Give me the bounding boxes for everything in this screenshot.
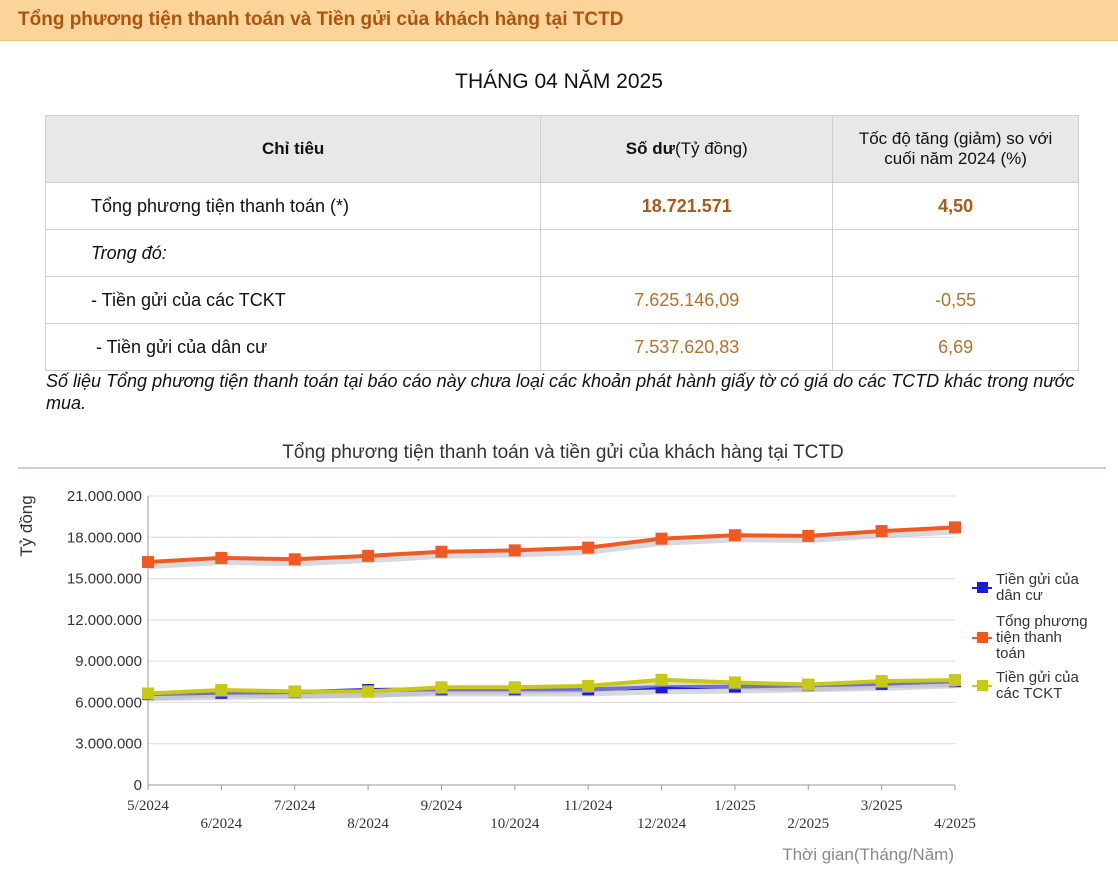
footnote: Số liệu Tổng phương tiện thanh toán tại … [46, 371, 1075, 413]
chart-title-rule [18, 467, 1106, 469]
data-point [142, 687, 154, 700]
y-axis-label: Tỷ đồng [17, 495, 36, 556]
header-indicator: Chỉ tiêu [44, 115, 542, 183]
data-point [728, 676, 741, 689]
x-tick-label: 8/2024 [347, 816, 389, 832]
row-balance: 7.625.146,09 [540, 276, 834, 324]
table-header-row: Chỉ tiêu Số dư(Tỷ đồng) Tốc độ tăng (giả… [44, 115, 1079, 183]
header-bar: Tổng phương tiện thanh toán và Tiền gửi … [0, 0, 1118, 41]
report-period: THÁNG 04 NĂM 2025 [455, 70, 663, 93]
table-row: Trong đó: [44, 229, 1079, 277]
header-growth-line1: Tốc độ tăng (giảm) so với [858, 129, 1053, 148]
data-point [582, 541, 595, 554]
row-balance: 7.537.620,83 [540, 323, 834, 371]
x-tick-label: 2/2025 [787, 816, 829, 832]
legend-label: Tổng phương tiện thanh toán [996, 613, 1088, 662]
legend-item: Tiền gửi của các TCKT [972, 670, 1092, 702]
data-point [508, 681, 521, 694]
legend-label: Tiền gửi của dân cư [996, 571, 1079, 604]
data-point [728, 529, 741, 542]
x-tick-label: 7/2024 [274, 798, 316, 814]
row-label: - Tiền gửi của các TCKT [44, 276, 542, 324]
data-point [288, 553, 301, 566]
data-point [142, 556, 154, 569]
header-balance: Số dư(Tỷ đồng) [540, 115, 834, 183]
x-tick-label: 10/2024 [490, 816, 540, 832]
header-balance-label: Số dư [625, 139, 675, 158]
header-balance-unit: (Tỷ đồng) [674, 139, 748, 158]
data-point [215, 551, 228, 564]
series-line [147, 677, 956, 696]
row-balance [540, 229, 834, 277]
row-label: - Tiền gửi của dân cư [44, 323, 542, 371]
data-point [875, 525, 888, 538]
legend-label: Tiền gửi của các TCKT [996, 669, 1079, 702]
x-tick-label: 4/2025 [934, 816, 976, 832]
series-shadow [149, 680, 958, 701]
data-point [362, 685, 375, 698]
data-point [362, 549, 375, 562]
data-point [215, 684, 228, 697]
table-row: - Tiền gửi của các TCKT 7.625.146,09 -0,… [44, 276, 1079, 324]
data-point [582, 679, 595, 692]
series-shadow [149, 528, 958, 570]
chart-legend: Tiền gửi của dân cư Tổng phương tiện than… [972, 572, 1092, 702]
x-tick-label: 1/2025 [714, 798, 756, 814]
data-point [435, 681, 448, 694]
y-tick-label: 6.000.000 [75, 694, 142, 711]
data-point [288, 685, 301, 698]
y-tick-label: 15.000.000 [67, 571, 142, 588]
x-tick-label: 3/2025 [861, 798, 903, 814]
x-tick-label: 9/2024 [421, 798, 463, 814]
summary-table: Chỉ tiêu Số dư(Tỷ đồng) Tốc độ tăng (giả… [44, 115, 1079, 371]
data-point [802, 529, 815, 542]
chart-title: Tổng phương tiện thanh toán và tiền gửi … [282, 442, 844, 463]
data-point [949, 674, 961, 687]
data-point [949, 521, 961, 534]
y-tick-label: 18.000.000 [67, 529, 142, 546]
x-tick-label: 5/2024 [127, 798, 169, 814]
row-growth: 6,69 [832, 323, 1079, 371]
x-tick-label: 6/2024 [201, 816, 243, 832]
y-tick-label: 9.000.000 [75, 653, 142, 670]
data-point [508, 544, 521, 557]
x-tick-label: 11/2024 [564, 798, 613, 814]
data-point [655, 673, 668, 686]
header-growth-line2: cuối năm 2024 (%) [884, 149, 1027, 168]
data-point [802, 678, 815, 691]
header-title: Tổng phương tiện thanh toán và Tiền gửi … [18, 9, 624, 30]
legend-swatch [977, 680, 988, 691]
table-row: - Tiền gửi của dân cư 7.537.620,83 6,69 [44, 323, 1079, 371]
x-tick-label: 12/2024 [637, 816, 687, 832]
series-line [147, 525, 956, 565]
row-balance: 18.721.571 [540, 182, 834, 230]
data-point [875, 675, 888, 688]
legend-swatch [977, 632, 988, 643]
x-axis-label: Thời gian(Tháng/Năm) [782, 845, 954, 864]
y-tick-label: 0 [134, 777, 142, 794]
header-growth: Tốc độ tăng (giảm) so với cuối năm 2024 (… [832, 115, 1079, 183]
row-label: Trong đó: [44, 229, 542, 277]
y-tick-label: 3.000.000 [75, 736, 142, 753]
row-growth: -0,55 [832, 276, 1079, 324]
data-point [655, 532, 668, 545]
row-growth [832, 229, 1079, 277]
legend-swatch [977, 582, 988, 593]
legend-item: Tổng phương tiện thanh toán [972, 614, 1092, 662]
legend-item: Tiền gửi của dân cư [972, 572, 1092, 604]
y-tick-label: 12.000.000 [67, 612, 142, 629]
data-point [435, 545, 448, 558]
y-tick-label: 21.000.000 [67, 488, 142, 505]
row-growth: 4,50 [832, 182, 1079, 230]
